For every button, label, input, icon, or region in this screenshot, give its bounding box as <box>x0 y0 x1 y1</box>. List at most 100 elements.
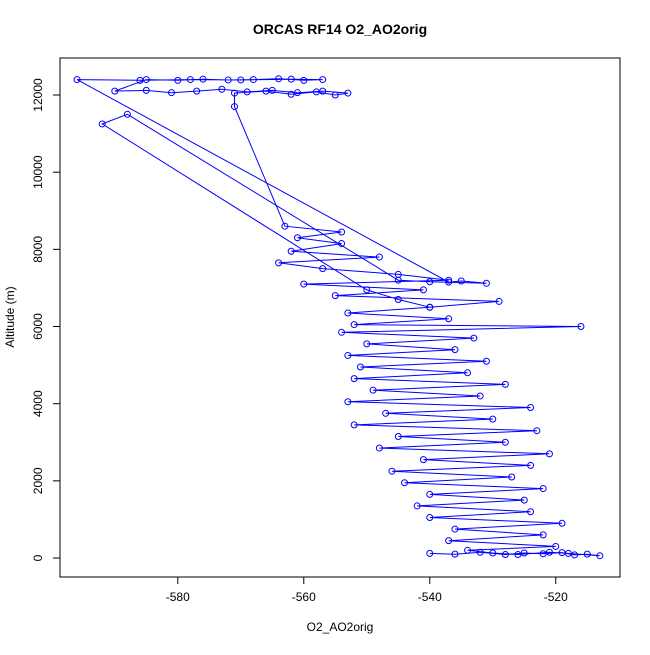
data-point <box>356 363 364 371</box>
data-point <box>382 409 390 417</box>
data-point <box>350 321 358 329</box>
data-point <box>394 296 402 304</box>
data-point <box>482 279 490 287</box>
data-point <box>344 398 352 406</box>
data-point <box>319 87 327 95</box>
data-point <box>558 519 566 527</box>
data-point <box>445 278 453 286</box>
data-point <box>426 278 434 286</box>
data-point <box>394 276 402 284</box>
data-point <box>552 542 560 550</box>
y-tick-label: 8000 <box>31 236 45 263</box>
data-point <box>539 485 547 493</box>
data-point <box>331 292 339 300</box>
data-point <box>218 85 226 93</box>
data-point <box>596 552 604 560</box>
data-point <box>501 380 509 388</box>
data-point <box>577 323 585 331</box>
chart-title: ORCAS RF14 O2_AO2orig <box>253 21 427 37</box>
data-point <box>123 110 131 118</box>
data-point <box>281 222 289 230</box>
data-point <box>350 421 358 429</box>
data-point <box>319 76 327 84</box>
data-point <box>344 309 352 317</box>
data-point <box>111 87 119 95</box>
y-axis-label: Altitude (m) <box>3 286 17 347</box>
data-point <box>426 490 434 498</box>
data-point <box>426 303 434 311</box>
data-point <box>167 89 175 97</box>
data-point <box>142 86 150 94</box>
data-point <box>527 404 535 412</box>
data-point <box>413 502 421 510</box>
data-point <box>174 76 182 84</box>
x-tick-label: -520 <box>544 590 568 604</box>
data-point <box>419 286 427 294</box>
data-point <box>344 89 352 97</box>
data-point <box>331 91 339 99</box>
data-point <box>199 75 207 83</box>
data-point <box>344 351 352 359</box>
data-line <box>76 78 600 557</box>
data-point <box>350 375 358 383</box>
data-point <box>464 369 472 377</box>
data-point <box>445 315 453 323</box>
data-point <box>293 234 301 242</box>
data-point <box>476 548 484 556</box>
data-point <box>394 432 402 440</box>
data-point <box>539 531 547 539</box>
data-point <box>520 549 528 557</box>
data-point <box>230 89 238 97</box>
data-point <box>489 415 497 423</box>
data-point <box>300 280 308 288</box>
data-point <box>300 76 308 84</box>
data-point <box>293 89 301 97</box>
data-point <box>287 75 295 83</box>
data-point <box>338 240 346 248</box>
data-point <box>275 75 283 83</box>
data-point <box>369 386 377 394</box>
data-point <box>571 551 579 559</box>
x-tick-label: -580 <box>166 590 190 604</box>
data-point <box>501 438 509 446</box>
y-tick-label: 4000 <box>31 390 45 417</box>
data-point <box>224 76 232 84</box>
data-point <box>186 76 194 84</box>
data-point <box>508 473 516 481</box>
data-point <box>451 346 459 354</box>
data-point <box>514 551 522 559</box>
data-point <box>338 328 346 336</box>
y-tick-label: 10000 <box>31 155 45 189</box>
data-point <box>445 537 453 545</box>
data-point <box>363 286 371 294</box>
data-point <box>249 76 257 84</box>
y-tick-label: 2000 <box>31 467 45 494</box>
data-point <box>287 90 295 98</box>
data-point <box>451 550 459 558</box>
data-point <box>375 253 383 261</box>
data-point <box>426 549 434 557</box>
data-point <box>230 103 238 111</box>
data-point <box>375 444 383 452</box>
data-point <box>287 247 295 255</box>
data-point <box>520 496 528 504</box>
data-point <box>527 508 535 516</box>
data-point <box>464 546 472 554</box>
y-tick-label: 0 <box>31 554 45 561</box>
y-tick-label: 6000 <box>31 313 45 340</box>
data-point <box>545 450 553 458</box>
data-point <box>489 549 497 557</box>
data-point <box>470 334 478 342</box>
data-point <box>445 276 453 284</box>
data-point <box>527 461 535 469</box>
data-point <box>419 456 427 464</box>
data-point <box>193 87 201 95</box>
data-point <box>545 548 553 556</box>
data-point <box>388 467 396 475</box>
data-point <box>457 277 465 285</box>
x-tick-label: -540 <box>418 590 442 604</box>
data-point <box>533 427 541 435</box>
data-point <box>268 86 276 94</box>
